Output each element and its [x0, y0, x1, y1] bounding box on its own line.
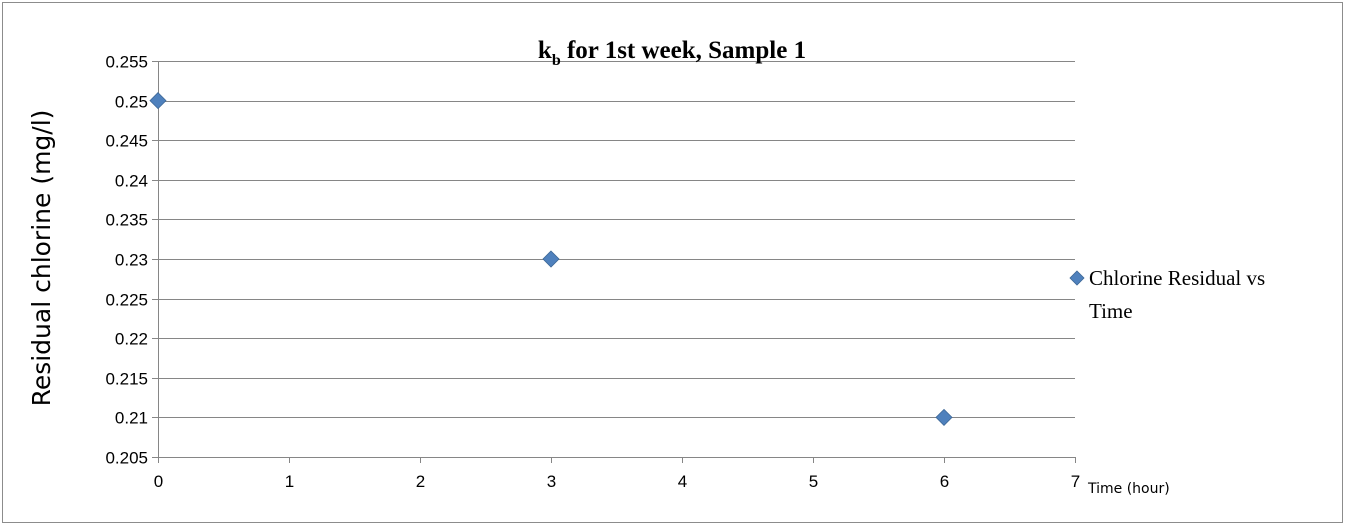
- x-tick-label: 7: [1071, 472, 1080, 491]
- y-tick-label: 0.205: [105, 449, 148, 468]
- x-tick-label: 0: [154, 472, 163, 491]
- y-tick-label: 0.235: [105, 211, 148, 230]
- x-tick-label: 2: [416, 472, 425, 491]
- data-point: [935, 408, 953, 426]
- y-axis-title: Residual chlorine (mg/l): [27, 110, 56, 407]
- y-tick-label: 0.22: [115, 330, 148, 349]
- y-tick-label: 0.245: [105, 132, 148, 151]
- x-tick-label: 5: [809, 472, 818, 491]
- chart-title-rest: for 1st week, Sample 1: [561, 37, 806, 64]
- tick-labels: 0.205 0.21 0.215 0.22 0.225 0.23 0.235 0.24 0.24…: [105, 53, 1080, 492]
- gridlines: [158, 61, 1075, 418]
- y-tick-label: 0.255: [105, 53, 148, 72]
- x-tick-label: 3: [547, 472, 556, 491]
- data-point: [149, 92, 167, 110]
- y-tick-label: 0.23: [115, 251, 148, 270]
- legend-marker: [1069, 270, 1085, 286]
- y-tick-label: 0.225: [105, 291, 148, 310]
- y-tick-label: 0.215: [105, 370, 148, 389]
- data-point: [542, 250, 560, 268]
- y-tick-label: 0.24: [115, 172, 148, 191]
- legend-label-line-1: Chlorine Residual vs: [1089, 266, 1265, 290]
- x-tick-label: 4: [678, 472, 687, 491]
- data-points: [149, 92, 953, 426]
- x-axis-title: Time (hour): [1087, 481, 1170, 497]
- axes: [152, 61, 1076, 463]
- legend-label-line-2: Time: [1089, 299, 1133, 323]
- y-tick-label: 0.25: [115, 93, 148, 112]
- legend: Chlorine Residual vs Time: [1069, 266, 1265, 323]
- y-tick-label: 0.21: [115, 409, 148, 428]
- chart-title-k: k: [538, 37, 552, 64]
- chart-title-subscript: b: [552, 52, 561, 69]
- chart-title: kb for 1st week, Sample 1: [538, 37, 806, 69]
- x-tick-label: 6: [940, 472, 949, 491]
- x-tick-label: 1: [285, 472, 294, 491]
